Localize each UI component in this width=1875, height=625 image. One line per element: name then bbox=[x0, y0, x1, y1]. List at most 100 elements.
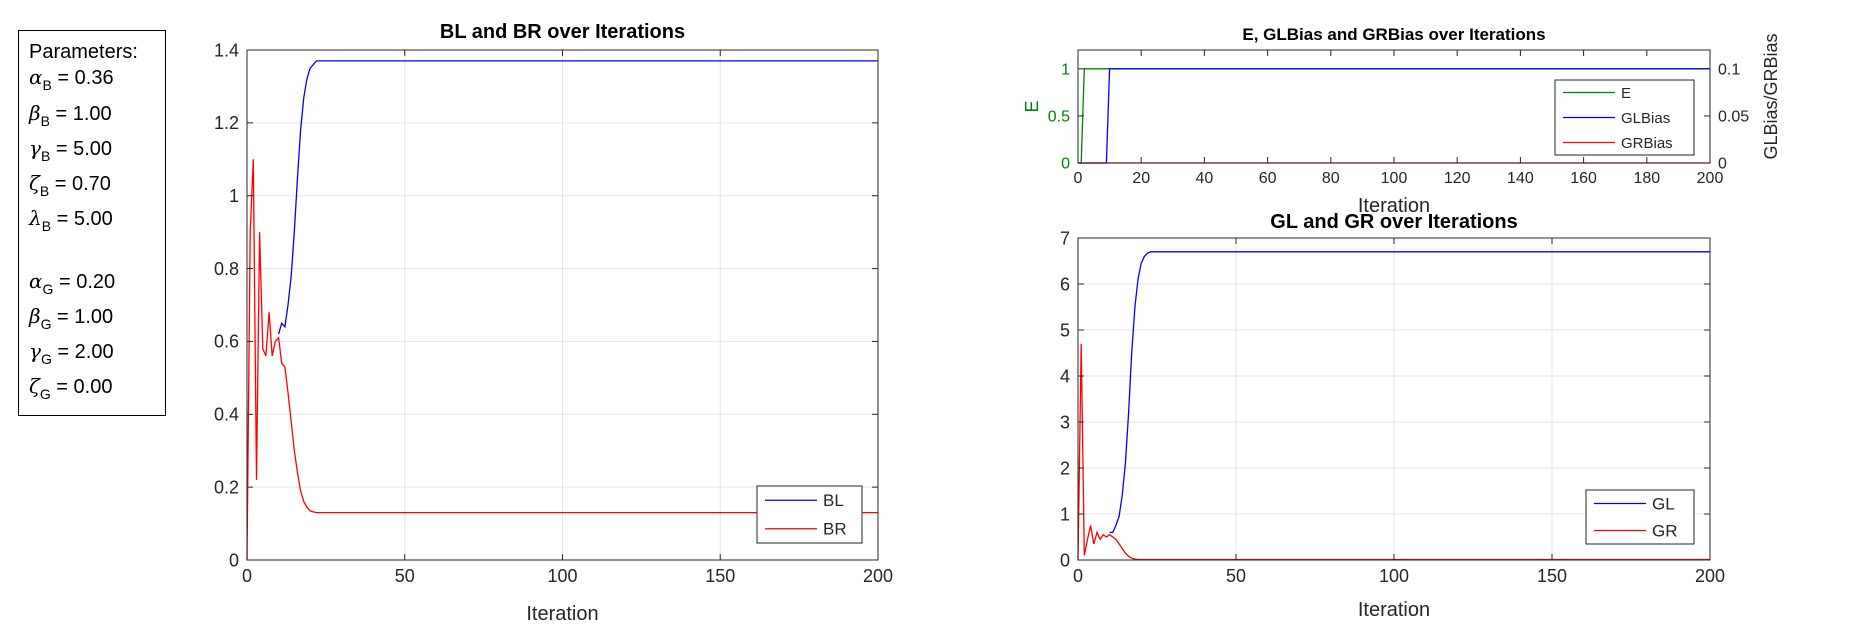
y-tick-label: 0.8 bbox=[214, 259, 239, 279]
parameter-value: = 0.20 bbox=[53, 271, 116, 293]
parameter-value: = 0.00 bbox=[50, 376, 113, 398]
parameter-value: = 0.36 bbox=[51, 67, 114, 89]
y-tick-label: 3 bbox=[1060, 412, 1070, 432]
chart-bl-br bbox=[246, 49, 879, 561]
parameter-3: ζB = 0.70 bbox=[29, 171, 111, 199]
x-axis-label: Iteration bbox=[526, 603, 598, 625]
parameter-7: γG = 2.00 bbox=[29, 339, 114, 367]
x-tick-label: 100 bbox=[1381, 170, 1408, 187]
parameter-symbol: β bbox=[29, 304, 41, 328]
parameter-value: = 1.00 bbox=[51, 306, 114, 328]
parameter-8: ζG = 0.00 bbox=[29, 374, 112, 402]
parameter-symbol: γ bbox=[29, 339, 41, 363]
y-tick-label: 6 bbox=[1060, 274, 1070, 294]
y-tick-label: 0.5 bbox=[1048, 109, 1070, 126]
x-tick-label: 50 bbox=[395, 566, 415, 586]
parameter-subscript: B bbox=[42, 77, 52, 93]
parameter-subscript: G bbox=[42, 281, 54, 297]
y-tick-label: 1 bbox=[1060, 504, 1070, 524]
legend-label-gr: GR bbox=[1652, 521, 1678, 540]
y-tick-label: 2 bbox=[1060, 458, 1070, 478]
chart-gl-gr bbox=[1077, 237, 1711, 561]
parameter-subscript: B bbox=[39, 183, 50, 199]
parameter-symbol: λ bbox=[29, 206, 42, 230]
parameter-5: αG = 0.20 bbox=[29, 269, 115, 297]
legend-box bbox=[1585, 489, 1695, 545]
chart-e-bias bbox=[1077, 49, 1711, 164]
legend-label-gl: GL bbox=[1652, 494, 1675, 513]
x-tick-label: 200 bbox=[1697, 170, 1724, 187]
y-tick-label: 1.2 bbox=[214, 113, 239, 133]
parameter-6: βG = 1.00 bbox=[29, 304, 113, 332]
x-tick-label: 0 bbox=[1073, 566, 1083, 586]
series-line-bl bbox=[277, 60, 878, 335]
parameter-symbol: α bbox=[29, 269, 43, 293]
x-axis-label: Iteration bbox=[1358, 195, 1430, 217]
y-tick-label: 0 bbox=[1061, 156, 1070, 173]
parameter-0: αB = 0.36 bbox=[29, 65, 114, 93]
parameter-2: γB = 5.00 bbox=[29, 136, 112, 164]
parameters-box: Parameters: αB = 0.36 βB = 1.00 γB = 5.00 ζ… bbox=[18, 30, 166, 416]
y-right-axis-label: GLBias/GRBias bbox=[1761, 33, 1781, 159]
parameter-symbol: ζ bbox=[29, 374, 40, 398]
y-tick-label: 0.6 bbox=[214, 332, 239, 352]
chart-title: GL and GR over Iterations bbox=[1270, 211, 1517, 233]
x-tick-label: 0 bbox=[242, 566, 252, 586]
parameter-symbol: γ bbox=[29, 136, 41, 160]
parameter-subscript: B bbox=[41, 218, 52, 234]
x-tick-label: 80 bbox=[1322, 170, 1340, 187]
parameter-subscript: B bbox=[40, 148, 51, 164]
parameter-symbol: β bbox=[29, 101, 41, 125]
parameter-4: λB = 5.00 bbox=[29, 206, 113, 234]
x-tick-label: 60 bbox=[1259, 170, 1277, 187]
x-tick-label: 50 bbox=[1226, 566, 1246, 586]
legend-label-grbias: GRBias bbox=[1621, 135, 1673, 152]
x-tick-label: 40 bbox=[1196, 170, 1214, 187]
y-tick-label: 4 bbox=[1060, 366, 1070, 386]
chart-title: BL and BR over Iterations bbox=[440, 21, 685, 43]
x-tick-label: 0 bbox=[1074, 170, 1083, 187]
y-tick-label: 0.4 bbox=[214, 405, 239, 425]
parameter-value: = 1.00 bbox=[49, 103, 112, 125]
parameters-title: Parameters: bbox=[29, 41, 138, 63]
y-tick-label: 0.2 bbox=[214, 477, 239, 497]
y-right-tick-label: 0.05 bbox=[1718, 109, 1749, 126]
legend-label-br: BR bbox=[823, 520, 847, 539]
x-tick-label: 160 bbox=[1570, 170, 1597, 187]
legend-box bbox=[756, 485, 863, 544]
parameter-value: = 5.00 bbox=[51, 208, 113, 230]
x-axis-label: Iteration bbox=[1358, 599, 1430, 621]
parameter-subscript: G bbox=[40, 316, 52, 332]
chart-title: E, GLBias and GRBias over Iterations bbox=[1242, 25, 1545, 44]
parameter-subscript: B bbox=[40, 113, 50, 129]
series-line-gl bbox=[1109, 251, 1710, 534]
y-tick-label: 0 bbox=[1060, 550, 1070, 570]
series-line-br bbox=[246, 159, 878, 561]
series-line-gr bbox=[1077, 343, 1710, 561]
parameter-subscript: G bbox=[40, 351, 52, 367]
x-tick-label: 100 bbox=[547, 566, 577, 586]
y-right-tick-label: 0 bbox=[1718, 156, 1727, 173]
y-tick-label: 1.4 bbox=[214, 40, 239, 60]
y-tick-label: 0 bbox=[229, 550, 239, 570]
x-tick-label: 120 bbox=[1444, 170, 1471, 187]
x-tick-label: 200 bbox=[863, 566, 893, 586]
parameter-1: βB = 1.00 bbox=[29, 101, 112, 129]
y-tick-label: 5 bbox=[1060, 320, 1070, 340]
x-tick-label: 180 bbox=[1633, 170, 1660, 187]
parameter-value: = 2.00 bbox=[51, 341, 114, 363]
parameter-symbol: ζ bbox=[29, 171, 40, 195]
y-right-tick-label: 0.1 bbox=[1718, 61, 1740, 78]
y-tick-label: 1 bbox=[229, 186, 239, 206]
legend-label-e: E bbox=[1621, 85, 1631, 102]
legend-label-bl: BL bbox=[823, 491, 844, 510]
parameter-value: = 0.70 bbox=[49, 173, 111, 195]
x-tick-label: 200 bbox=[1695, 566, 1725, 586]
y-tick-label: 7 bbox=[1060, 228, 1070, 248]
x-tick-label: 20 bbox=[1132, 170, 1150, 187]
x-tick-label: 150 bbox=[1537, 566, 1567, 586]
legend-label-glbias: GLBias bbox=[1621, 110, 1670, 127]
parameter-value: = 5.00 bbox=[50, 138, 113, 160]
x-tick-label: 150 bbox=[705, 566, 735, 586]
